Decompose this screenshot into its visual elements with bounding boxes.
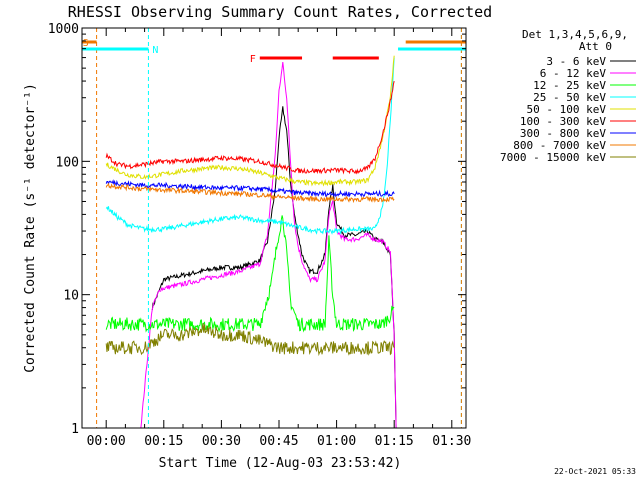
flag-label-S: S (83, 38, 89, 49)
series-line-5 (105, 80, 395, 175)
observing-flags: S N F (82, 38, 466, 65)
legend-label-5: 100 - 300 keV (520, 115, 606, 128)
series-line-0 (151, 106, 397, 428)
series-line-2 (105, 215, 395, 333)
x-tick-label-0: 00:00 (87, 434, 126, 449)
x-tick-label-2: 00:30 (202, 434, 241, 449)
chart-title: RHESSI Observing Summary Count Rates, Co… (68, 3, 492, 21)
series-line-7 (105, 182, 395, 204)
legend-label-4: 50 - 100 keV (527, 103, 607, 116)
y-tick-label-2: 100 (56, 155, 79, 170)
y-tick-label-1: 10 (63, 289, 79, 304)
x-tick-label-6: 01:30 (432, 434, 471, 449)
x-axis-ticks: 00:00 00:15 00:30 00:45 01:00 01:15 01:30 (87, 28, 471, 449)
legend-label-6: 300 - 800 keV (520, 127, 606, 140)
legend-header-line-1: Det 1,3,4,5,6,9, (522, 28, 628, 41)
x-tick-label-5: 01:15 (375, 434, 414, 449)
vertical-markers (96, 28, 462, 428)
series-line-1 (140, 61, 397, 428)
series-layer (105, 55, 397, 428)
y-tick-label-0: 1 (71, 422, 79, 437)
footer-timestamp: 22-Oct-2021 05:33 (554, 467, 636, 476)
x-axis-label: Start Time (12-Aug-03 23:53:42) (159, 456, 402, 471)
legend-label-2: 12 - 25 keV (533, 79, 606, 92)
legend-label-7: 800 - 7000 keV (513, 139, 606, 152)
legend-label-1: 6 - 12 keV (540, 67, 607, 80)
flag-label-F: F (250, 54, 256, 65)
legend-label-8: 7000 - 15000 keV (500, 151, 606, 164)
series-line-6 (105, 179, 395, 198)
x-tick-label-3: 00:45 (259, 434, 298, 449)
flag-label-N: N (152, 45, 158, 56)
legend-label-3: 25 - 50 keV (533, 91, 606, 104)
plot-frame (81, 27, 467, 429)
legend-label-0: 3 - 6 keV (546, 55, 606, 68)
y-axis-label: Corrected Count Rate (s⁻¹ detector⁻¹) (23, 83, 38, 373)
x-tick-label-4: 01:00 (317, 434, 356, 449)
series-line-3 (105, 57, 395, 235)
legend-header-line-2: Att 0 (579, 40, 612, 53)
y-tick-label-3: 1000 (48, 22, 79, 37)
series-line-8 (105, 323, 395, 357)
series-line-4 (105, 55, 395, 187)
y-axis-ticks: 1 10 100 1000 (48, 22, 466, 437)
x-tick-label-1: 00:15 (144, 434, 183, 449)
